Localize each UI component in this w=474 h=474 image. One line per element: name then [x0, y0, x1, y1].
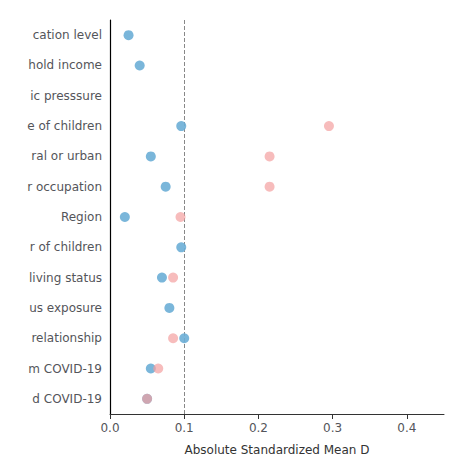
svg-text:living status: living status [29, 271, 102, 285]
svg-text:0.3: 0.3 [323, 421, 342, 435]
svg-text:hold income: hold income [28, 58, 102, 72]
svg-text:Region: Region [61, 210, 102, 224]
svg-text:0.4: 0.4 [397, 421, 416, 435]
svg-text:cation level: cation level [33, 28, 102, 42]
svg-text:m COVID-19: m COVID-19 [28, 362, 102, 376]
svg-text:d COVID-19: d COVID-19 [32, 392, 102, 406]
svg-text:0.1: 0.1 [175, 421, 194, 435]
svg-text:0.2: 0.2 [249, 421, 268, 435]
svg-text:relationship: relationship [31, 331, 102, 345]
svg-text:us exposure: us exposure [29, 301, 102, 315]
svg-text:r of children: r of children [30, 240, 102, 254]
svg-text:Absolute Standardized Mean D: Absolute Standardized Mean D [184, 443, 369, 457]
svg-text:ral or urban: ral or urban [31, 149, 102, 163]
svg-text:r occupation: r occupation [27, 180, 102, 194]
svg-text:e of children: e of children [27, 119, 102, 133]
svg-text:ic presssure: ic presssure [30, 89, 102, 103]
svg-text:0.0: 0.0 [100, 421, 119, 435]
